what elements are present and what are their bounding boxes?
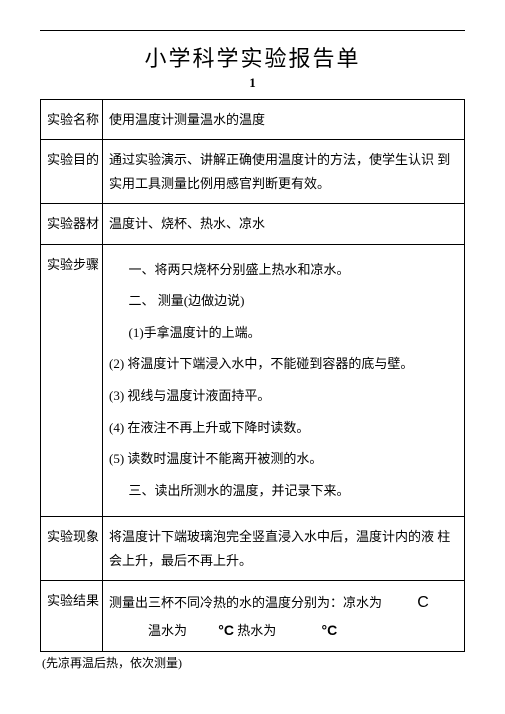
table-row: 实验名称 使用温度计测量温水的温度 bbox=[41, 100, 465, 140]
row-purpose-label: 实验目的 bbox=[41, 140, 103, 204]
report-table: 实验名称 使用温度计测量温水的温度 实验目的 通过实验演示、讲解正确使用温度计的… bbox=[40, 99, 465, 652]
table-row: 实验器材 温度计、烧杯、热水、凉水 bbox=[41, 204, 465, 244]
step-line: (5) 读数时温度计不能离开被测的水。 bbox=[109, 445, 458, 474]
page-title: 小学科学实验报告单 bbox=[40, 41, 465, 73]
row-name-label: 实验名称 bbox=[41, 100, 103, 140]
result-unit: °C bbox=[190, 622, 234, 638]
result-text: 温水为 bbox=[148, 623, 187, 638]
row-result-label: 实验结果 bbox=[41, 581, 103, 652]
row-equipment-label: 实验器材 bbox=[41, 204, 103, 244]
step-line: 二、 测量(边做边说) bbox=[109, 287, 458, 316]
step-line: (1)手拿温度计的上端。 bbox=[109, 319, 458, 348]
table-row: 实验现象 将温度计下端玻璃泡完全竖直浸入水中后，温度计内的液 柱会上升，最后不再… bbox=[41, 517, 465, 581]
row-name-value: 使用温度计测量温水的温度 bbox=[103, 100, 465, 140]
result-text: 测量出三杯不同冷热的水的温度分别为：凉水为 bbox=[109, 595, 382, 610]
row-purpose-value: 通过实验演示、讲解正确使用温度计的方法，使学生认识 到实用工具测量比例用感官判断… bbox=[103, 140, 465, 204]
page-subtitle: 1 bbox=[40, 75, 465, 91]
result-text: 热水为 bbox=[237, 623, 276, 638]
step-line: (4) 在液注不再上升或下降时读数。 bbox=[109, 414, 458, 443]
row-steps-label: 实验步骤 bbox=[41, 244, 103, 517]
footnote: (先凉再温后热，依次测量) bbox=[40, 654, 465, 671]
row-phenomenon-value: 将温度计下端玻璃泡完全竖直浸入水中后，温度计内的液 柱会上升，最后不再上升。 bbox=[103, 517, 465, 581]
table-row: 实验步骤 一、将两只烧杯分别盛上热水和凉水。 二、 测量(边做边说) (1)手拿… bbox=[41, 244, 465, 517]
result-unit-c: C bbox=[385, 594, 429, 611]
row-steps-value: 一、将两只烧杯分别盛上热水和凉水。 二、 测量(边做边说) (1)手拿温度计的上… bbox=[103, 244, 465, 517]
step-line: 一、将两只烧杯分别盛上热水和凉水。 bbox=[109, 256, 458, 285]
result-unit: °C bbox=[280, 622, 338, 638]
step-line: (2) 将温度计下端浸入水中，不能碰到容器的底与壁。 bbox=[109, 350, 458, 379]
row-phenomenon-label: 实验现象 bbox=[41, 517, 103, 581]
table-row: 实验目的 通过实验演示、讲解正确使用温度计的方法，使学生认识 到实用工具测量比例… bbox=[41, 140, 465, 204]
row-result-value: 测量出三杯不同冷热的水的温度分别为：凉水为 C 温水为 °C 热水为 °C bbox=[103, 581, 465, 652]
row-equipment-value: 温度计、烧杯、热水、凉水 bbox=[103, 204, 465, 244]
step-line: (3) 视线与温度计液面持平。 bbox=[109, 382, 458, 411]
table-row: 实验结果 测量出三杯不同冷热的水的温度分别为：凉水为 C 温水为 °C 热水为 … bbox=[41, 581, 465, 652]
step-line: 三、读出所测水的温度，并记录下来。 bbox=[109, 477, 458, 506]
